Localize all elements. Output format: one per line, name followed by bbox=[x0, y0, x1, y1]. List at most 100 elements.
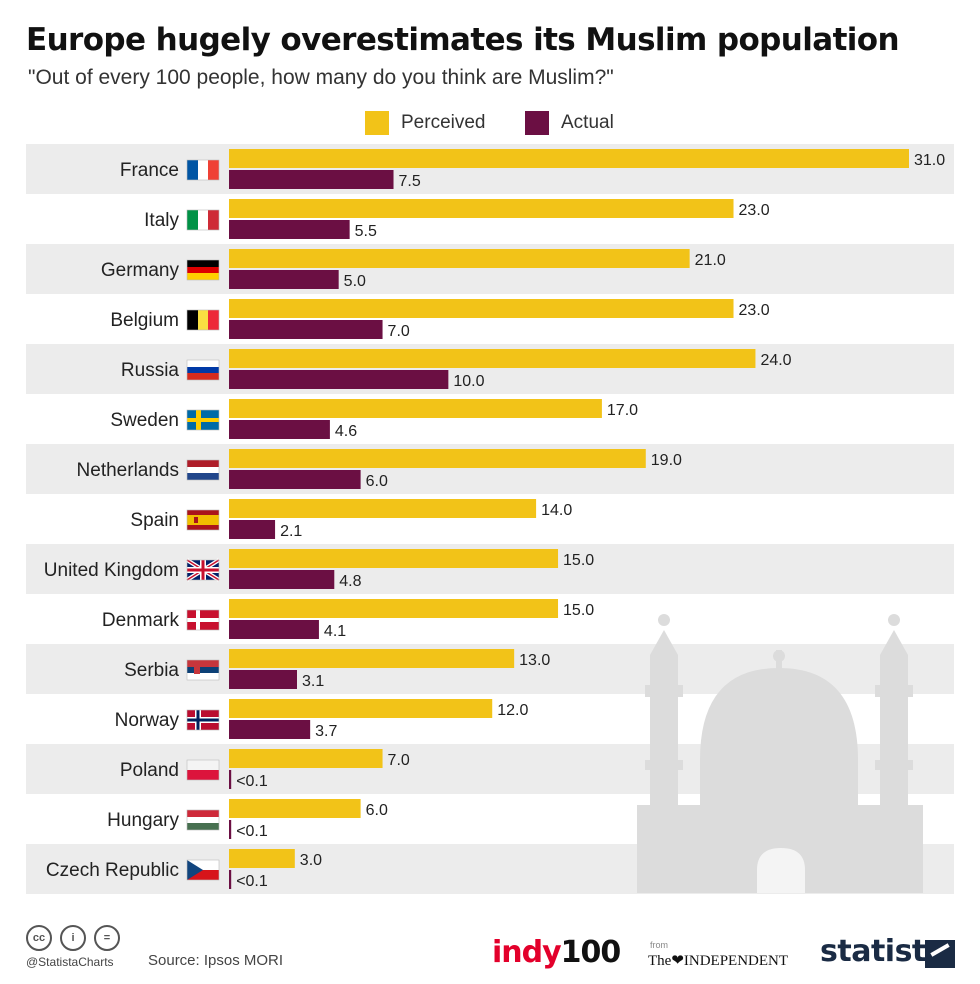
denmark-flag-icon bbox=[186, 609, 220, 631]
actual-bar-germany bbox=[229, 270, 339, 289]
category-row-czech-republic: Czech Republic 3.0 <0.1 bbox=[46, 849, 322, 890]
legend-swatch-perceived bbox=[365, 111, 389, 135]
actual-value-label: 4.6 bbox=[335, 423, 357, 440]
netherlands-flag-icon bbox=[186, 459, 220, 481]
actual-value-label: 10.0 bbox=[453, 373, 484, 390]
category-label: Germany bbox=[101, 260, 180, 281]
creative-commons-icon: cc bbox=[26, 925, 52, 951]
actual-bar-sweden bbox=[229, 420, 330, 439]
actual-bar-czech-republic bbox=[229, 870, 232, 889]
perceived-bar-serbia bbox=[229, 649, 515, 668]
actual-bar-united-kingdom bbox=[229, 570, 335, 589]
category-label: Norway bbox=[115, 710, 180, 731]
actual-value-label: 5.5 bbox=[355, 223, 377, 240]
russia-flag-icon bbox=[186, 359, 220, 381]
perceived-bar-denmark bbox=[229, 599, 559, 618]
actual-bar-norway bbox=[229, 720, 311, 739]
spain-flag-icon bbox=[186, 509, 220, 531]
category-label: Poland bbox=[120, 760, 179, 781]
category-label: Denmark bbox=[102, 610, 180, 631]
category-label: Hungary bbox=[107, 810, 179, 831]
legend-item-actual: Actual bbox=[525, 110, 614, 136]
perceived-value-label: 24.0 bbox=[760, 352, 791, 369]
united-kingdom-flag-icon bbox=[185, 558, 221, 582]
category-label: Serbia bbox=[124, 660, 179, 681]
category-row-russia: Russia 24.0 10.0 bbox=[121, 349, 792, 390]
category-label: Czech Republic bbox=[46, 860, 179, 881]
no-derivatives-icon: = bbox=[94, 925, 120, 951]
perceived-value-label: 15.0 bbox=[563, 552, 594, 569]
poland-flag-icon bbox=[186, 759, 220, 781]
actual-value-label: <0.1 bbox=[236, 823, 268, 840]
category-label: Russia bbox=[121, 360, 180, 381]
actual-value-label: 6.0 bbox=[366, 473, 388, 490]
category-label: Italy bbox=[144, 210, 179, 231]
category-row-hungary: Hungary 6.0 <0.1 bbox=[107, 799, 388, 840]
chart-subtitle: "Out of every 100 people, how many do yo… bbox=[28, 66, 614, 89]
perceived-value-label: 6.0 bbox=[366, 802, 388, 819]
perceived-bar-czech-republic bbox=[229, 849, 295, 868]
perceived-bar-hungary bbox=[229, 799, 361, 818]
perceived-value-label: 3.0 bbox=[300, 852, 322, 869]
italy-flag-icon bbox=[186, 209, 220, 231]
independent-logo: The❤INDEPENDENT bbox=[648, 953, 789, 969]
germany-flag-icon bbox=[186, 259, 220, 281]
actual-value-label: 5.0 bbox=[344, 273, 366, 290]
category-label: France bbox=[120, 160, 179, 181]
perceived-bar-italy bbox=[229, 199, 734, 218]
legend-item-perceived: Perceived bbox=[365, 110, 486, 136]
actual-bar-hungary bbox=[229, 820, 232, 839]
actual-value-label: 4.8 bbox=[339, 573, 361, 590]
actual-value-label: <0.1 bbox=[236, 873, 268, 890]
perceived-value-label: 31.0 bbox=[914, 152, 945, 169]
perceived-bar-spain bbox=[229, 499, 537, 518]
source-note: Source: Ipsos MORI bbox=[148, 952, 284, 969]
statista-handle: @StatistaCharts bbox=[26, 955, 114, 969]
category-row-united-kingdom: United Kingdom 15.0 4.8 bbox=[44, 549, 594, 590]
perceived-value-label: 15.0 bbox=[563, 602, 594, 619]
france-flag-icon bbox=[186, 159, 220, 181]
category-label: United Kingdom bbox=[44, 560, 179, 581]
category-row-belgium: Belgium 23.0 7.0 bbox=[110, 299, 770, 340]
perceived-value-label: 21.0 bbox=[695, 252, 726, 269]
hungary-flag-icon bbox=[186, 809, 220, 831]
indy100-logo: indy100 bbox=[492, 935, 621, 970]
perceived-bar-poland bbox=[229, 749, 383, 768]
actual-value-label: 3.1 bbox=[302, 673, 324, 690]
actual-value-label: 2.1 bbox=[280, 523, 302, 540]
actual-bar-belgium bbox=[229, 320, 383, 339]
perceived-bar-united-kingdom bbox=[229, 549, 559, 568]
actual-value-label: 7.0 bbox=[388, 323, 410, 340]
belgium-flag-icon bbox=[186, 309, 220, 331]
perceived-bar-netherlands bbox=[229, 449, 646, 468]
norway-flag-icon bbox=[186, 709, 220, 731]
perceived-bar-france bbox=[229, 149, 909, 168]
perceived-bar-sweden bbox=[229, 399, 602, 418]
mosque-illustration bbox=[637, 614, 923, 893]
actual-bar-italy bbox=[229, 220, 350, 239]
legend-swatch-actual bbox=[525, 111, 549, 135]
perceived-value-label: 7.0 bbox=[388, 752, 410, 769]
category-row-sweden: Sweden 17.0 4.6 bbox=[110, 399, 638, 440]
category-label: Sweden bbox=[110, 410, 179, 431]
czech-republic-flag-icon bbox=[186, 859, 220, 881]
actual-bar-poland bbox=[229, 770, 232, 789]
category-row-italy: Italy 23.0 5.5 bbox=[144, 199, 770, 240]
legend-label-perceived: Perceived bbox=[401, 112, 486, 133]
sweden-flag-icon bbox=[186, 409, 220, 431]
perceived-value-label: 23.0 bbox=[739, 202, 770, 219]
category-label: Netherlands bbox=[77, 460, 179, 481]
category-label: Belgium bbox=[110, 310, 179, 331]
serbia-flag-icon bbox=[186, 659, 220, 681]
actual-bar-netherlands bbox=[229, 470, 361, 489]
perceived-value-label: 13.0 bbox=[519, 652, 550, 669]
perceived-bar-russia bbox=[229, 349, 756, 368]
actual-value-label: 4.1 bbox=[324, 623, 346, 640]
perceived-value-label: 23.0 bbox=[739, 302, 770, 319]
perceived-bar-germany bbox=[229, 249, 690, 268]
category-row-netherlands: Netherlands 19.0 6.0 bbox=[77, 449, 682, 490]
category-label: Spain bbox=[130, 510, 179, 531]
legend-label-actual: Actual bbox=[561, 112, 614, 133]
from-label: from bbox=[650, 940, 668, 950]
